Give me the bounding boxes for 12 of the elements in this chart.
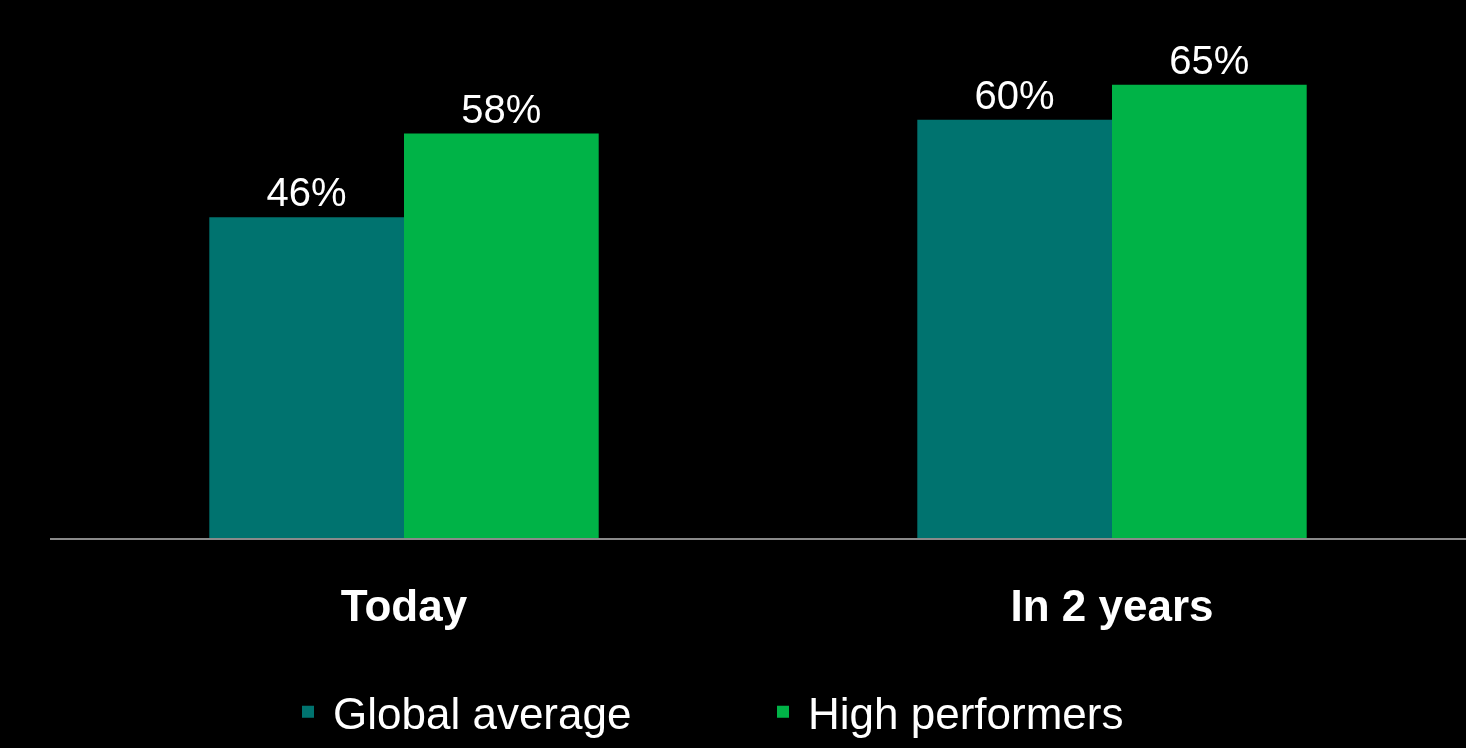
- legend-label: Global average: [333, 689, 632, 738]
- data-label: 46%: [266, 170, 347, 215]
- x-tick-label: Today: [340, 580, 468, 630]
- bar: [1112, 84, 1307, 538]
- legend-label: High performers: [808, 689, 1124, 738]
- bar: [917, 119, 1112, 538]
- data-label: 58%: [461, 86, 542, 131]
- data-label: 60%: [974, 72, 1055, 117]
- bar: [404, 133, 599, 538]
- bar: [209, 217, 404, 538]
- x-tick-label: In 2 years: [1010, 580, 1214, 630]
- data-label: 65%: [1169, 37, 1250, 82]
